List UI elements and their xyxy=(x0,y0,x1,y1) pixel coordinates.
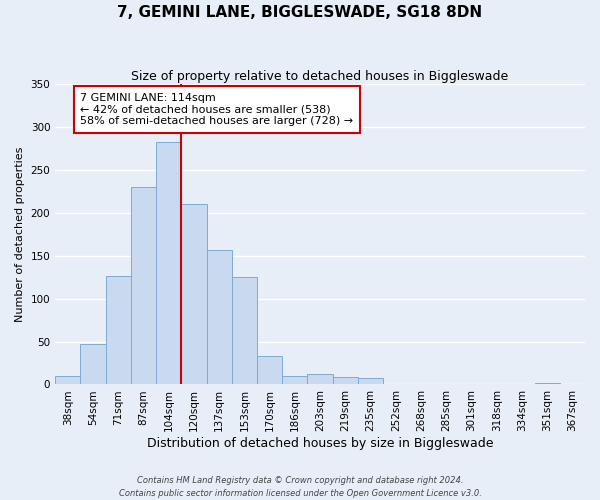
Bar xyxy=(358,378,383,384)
Bar xyxy=(307,374,332,384)
Bar xyxy=(80,344,106,385)
Bar xyxy=(232,277,257,384)
Text: 7, GEMINI LANE, BIGGLESWADE, SG18 8DN: 7, GEMINI LANE, BIGGLESWADE, SG18 8DN xyxy=(118,5,482,20)
Bar xyxy=(131,187,156,384)
X-axis label: Distribution of detached houses by size in Biggleswade: Distribution of detached houses by size … xyxy=(147,437,493,450)
Bar xyxy=(282,376,307,384)
Bar xyxy=(535,382,560,384)
Bar xyxy=(156,142,181,384)
Text: 7 GEMINI LANE: 114sqm
← 42% of detached houses are smaller (538)
58% of semi-det: 7 GEMINI LANE: 114sqm ← 42% of detached … xyxy=(80,92,353,126)
Text: Contains HM Land Registry data © Crown copyright and database right 2024.
Contai: Contains HM Land Registry data © Crown c… xyxy=(119,476,481,498)
Bar xyxy=(55,376,80,384)
Title: Size of property relative to detached houses in Biggleswade: Size of property relative to detached ho… xyxy=(131,70,509,83)
Bar xyxy=(206,250,232,384)
Y-axis label: Number of detached properties: Number of detached properties xyxy=(15,146,25,322)
Bar xyxy=(332,376,358,384)
Bar xyxy=(181,204,206,384)
Bar xyxy=(106,276,131,384)
Bar xyxy=(257,356,282,384)
